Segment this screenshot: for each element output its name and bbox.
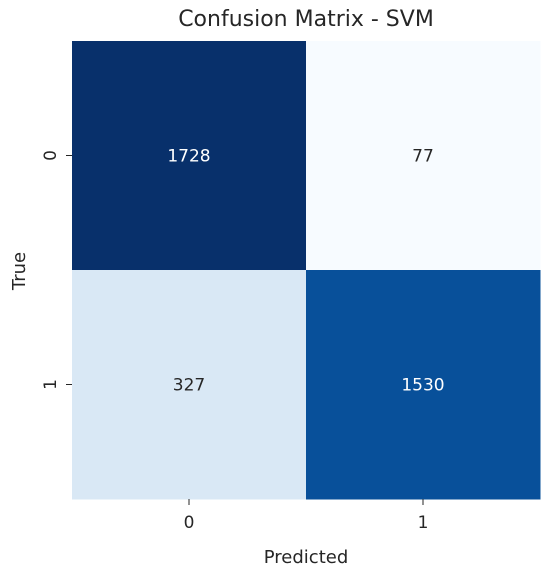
x-tick-label-0: 0 bbox=[184, 513, 195, 533]
x-tick-label-1: 1 bbox=[418, 513, 429, 533]
y-tick-label-0: 0 bbox=[41, 150, 61, 161]
x-axis-label: Predicted bbox=[264, 547, 349, 568]
cell-value-label-0-1: 77 bbox=[412, 147, 434, 167]
heatmap-cells bbox=[72, 41, 541, 500]
chart-title: Confusion Matrix - SVM bbox=[178, 7, 434, 32]
cell-value-labels: 1728 77 327 1530 bbox=[167, 147, 444, 396]
cell-value-label-1-0: 327 bbox=[173, 376, 205, 396]
heatmap-cell-1-0 bbox=[72, 270, 307, 500]
heatmap-cell-0-0 bbox=[72, 41, 307, 271]
heatmap-cell-0-1 bbox=[306, 41, 541, 271]
y-tick-label-1: 1 bbox=[41, 379, 61, 390]
cell-value-label-1-1: 1530 bbox=[401, 376, 444, 396]
cell-value-label-0-0: 1728 bbox=[167, 147, 210, 167]
y-axis-label: True bbox=[9, 252, 30, 291]
y-axis-ticks: 01 bbox=[41, 150, 72, 390]
heatmap-cell-1-1 bbox=[306, 270, 541, 500]
